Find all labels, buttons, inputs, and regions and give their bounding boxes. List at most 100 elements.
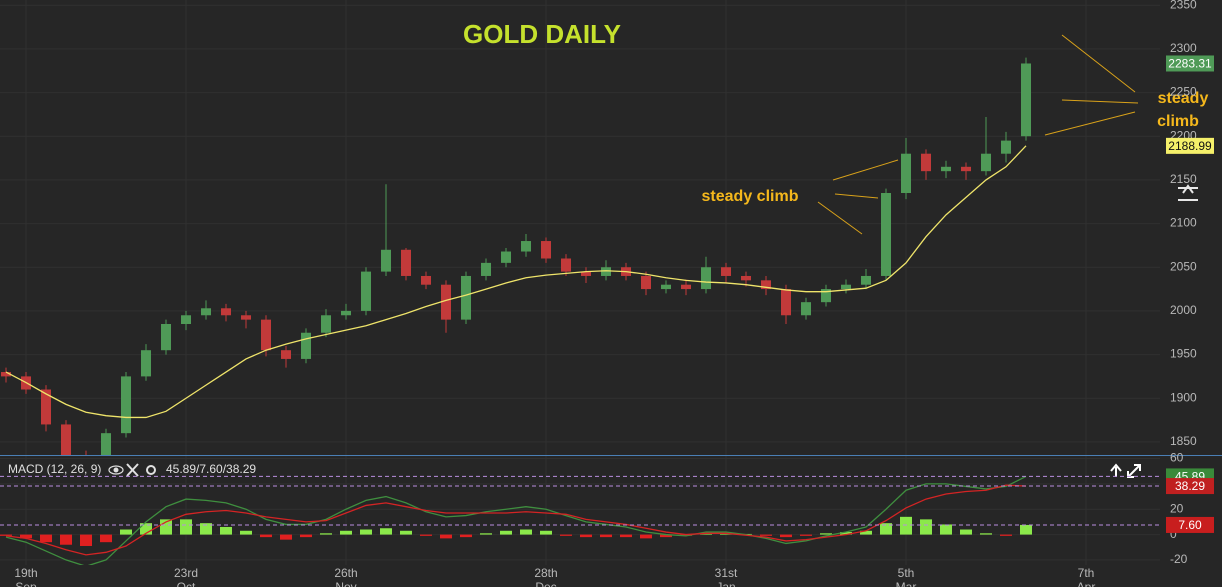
histogram-bar [540, 530, 552, 535]
histogram-bar [340, 530, 352, 535]
annotation-lines [817, 34, 1139, 235]
annotation: steady climb [702, 188, 799, 205]
y2-tick-label: 0 [1170, 527, 1177, 541]
candle-body [41, 389, 51, 425]
candle-body [381, 249, 391, 272]
histogram-bar [840, 532, 852, 535]
histogram-bar [900, 516, 912, 535]
histogram-bar [860, 530, 872, 535]
histogram-bar [80, 534, 92, 546]
histogram-bar [60, 534, 72, 545]
candle-body [901, 153, 911, 194]
price-tag [1166, 516, 1214, 533]
price-tag-label: 2188.99 [1168, 139, 1212, 153]
y-tick-label: 2100 [1170, 216, 1197, 230]
y-tick-label: 2000 [1170, 303, 1197, 317]
histogram-bar [0, 534, 12, 536]
y-tick-label: 2150 [1170, 172, 1197, 186]
candle-body [541, 241, 551, 259]
histogram-bar [920, 519, 932, 535]
candle-body [721, 267, 731, 276]
price-tag-label: 2283.31 [1168, 57, 1212, 71]
macd-line [5, 475, 1027, 565]
histogram-bar [1000, 534, 1012, 536]
histogram-bar [580, 534, 592, 538]
histogram-bar [980, 533, 992, 535]
y2-tick-label: -20 [1170, 552, 1188, 566]
x-tick-label: 23rd Oct 2023 [173, 566, 199, 587]
candle-body [141, 350, 151, 377]
x-tick-label: 26th Nov 2023 [334, 566, 358, 587]
candle-body [521, 241, 531, 252]
x-tick-label: 28th Dec 2023 [534, 566, 558, 587]
price-tag [1166, 478, 1214, 495]
histogram-bar [220, 526, 232, 535]
candle-body [321, 315, 331, 333]
indicator-name: MACD (12, 26, 9) [8, 462, 101, 476]
axis-icon[interactable] [1178, 184, 1198, 201]
histogram-bar [640, 534, 652, 539]
indicator-readout: 45.89/7.60/38.29 [166, 462, 256, 476]
candle-body [861, 275, 871, 285]
histogram-bar [40, 534, 52, 543]
annotation: climb [1157, 113, 1199, 130]
x-tick-label: 31st Jan 2024 [714, 566, 738, 587]
histogram-bar [520, 529, 532, 535]
candle-body [501, 251, 511, 263]
panel-icons[interactable] [1110, 463, 1141, 478]
candle-body [161, 324, 171, 351]
candle-body [661, 284, 671, 290]
histogram-bar [320, 533, 332, 535]
candle-body [361, 271, 371, 311]
price-tag-label: 38.29 [1175, 479, 1205, 493]
candle-body [221, 308, 231, 316]
histogram-bar [800, 534, 812, 536]
candle-body [201, 308, 211, 316]
y-tick-label: 2250 [1170, 85, 1197, 99]
histogram-bar [560, 534, 572, 536]
y-tick-label: 1900 [1170, 390, 1197, 404]
candle-body [261, 319, 271, 351]
candle-body [641, 275, 651, 290]
candle-body [461, 275, 471, 320]
candle-body [941, 166, 951, 172]
histogram-bar [360, 529, 372, 535]
histogram-bar [600, 534, 612, 538]
candle-body [341, 310, 351, 316]
histogram-bar [400, 530, 412, 535]
candle-body [301, 332, 311, 359]
candle-body [841, 284, 851, 290]
y2-tick-label: 60 [1170, 451, 1184, 465]
y-tick-label: 1950 [1170, 347, 1197, 361]
y-tick-label: 2050 [1170, 259, 1197, 273]
histogram-bar [240, 530, 252, 535]
signal-line [5, 484, 1027, 556]
x-tick-label: 5th Mar 2024 [895, 566, 917, 587]
histogram-bar [120, 529, 132, 535]
candle-body [101, 433, 111, 455]
indicator-icons[interactable] [108, 463, 156, 477]
candle-body [781, 289, 791, 316]
y2-tick-label: 20 [1170, 501, 1184, 515]
candle-body [181, 315, 191, 325]
candle-body [601, 267, 611, 276]
candle-body [121, 376, 131, 434]
histogram-bar [1020, 524, 1032, 535]
candle-body [741, 275, 751, 281]
candle-body [1021, 63, 1031, 137]
price-tag-label: 7.60 [1178, 518, 1202, 532]
chart-title: GOLD DAILY [463, 19, 621, 49]
candle-body [561, 258, 571, 272]
histogram-bar [820, 533, 832, 535]
candle-body [581, 271, 591, 276]
histogram-bar [280, 534, 292, 540]
histogram-bar [260, 534, 272, 538]
candle-body [681, 284, 691, 290]
histogram-bar [760, 534, 772, 536]
annotation: steady [1158, 90, 1209, 107]
x-tick-label: 7th Apr 2024 [1076, 566, 1096, 587]
candle-body [761, 280, 771, 290]
candle-body [961, 166, 971, 172]
